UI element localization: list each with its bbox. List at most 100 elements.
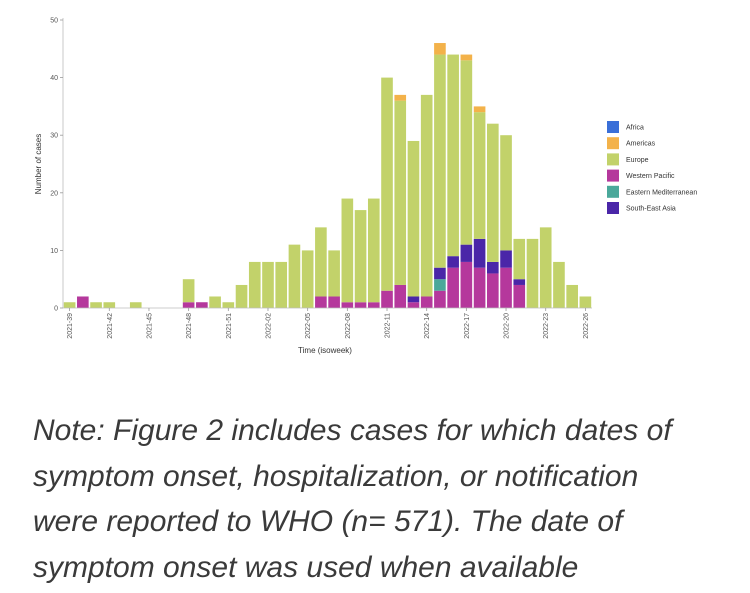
bar-segment-europe-2021-48	[182, 279, 195, 303]
legend-swatch-europe	[607, 153, 619, 166]
legend-swatch-americas	[607, 137, 619, 150]
y-tick-label-20: 20	[50, 190, 58, 197]
bar-segment-europe-2022-03	[275, 261, 288, 308]
bar-segment-americas-2022-18	[473, 106, 486, 113]
legend-swatch-eastern-mediterranean	[607, 185, 619, 198]
bar-segment-europe-2022-08	[341, 198, 354, 303]
bar-segment-western-pacific-2022-14	[420, 296, 433, 308]
bar-segment-europe-2021-52	[235, 284, 248, 308]
bar-segment-europe-2022-09	[354, 210, 367, 303]
x-tick-label-2022-17: 2022-17	[464, 313, 471, 339]
x-tick-label-2022-23: 2022-23	[543, 313, 550, 339]
legend-label-africa: Africa	[626, 125, 644, 132]
bar-segment-western-pacific-2022-10	[367, 302, 380, 308]
x-tick-label-2022-26: 2022-26	[583, 313, 590, 339]
y-tick-label-10: 10	[50, 248, 58, 255]
note-line-4: symptom onset was used when available	[33, 550, 579, 584]
note-line-3: were reported to WHO (n= 571). The date …	[33, 505, 623, 538]
bar-segment-europe-2022-12	[394, 100, 407, 285]
bar-segment-south-east-asia-2022-19	[487, 261, 499, 274]
bar-segment-western-pacific-2022-06	[315, 296, 327, 308]
bar-segment-south-east-asia-2022-15	[434, 267, 446, 280]
axes-layer: 0 10 20 30 40 50 2021-39 2021-42 2021-45 2021-48 2…	[50, 18, 592, 339]
y-tick-label-30: 30	[50, 133, 58, 140]
legend-label-south-east-asia: South-East Asia	[626, 206, 676, 213]
bar-segment-europe-2022-23	[539, 227, 552, 308]
bar-segment-europe-2022-14	[420, 94, 433, 297]
bar-segment-south-east-asia-2022-16	[447, 256, 459, 268]
bar-segment-europe-2022-25	[566, 284, 578, 308]
bars-layer	[63, 43, 592, 308]
note-line-2: symptom onset, hospitalization, or notif…	[33, 459, 639, 493]
bar-segment-western-pacific-2021-49	[196, 302, 208, 308]
bar-segment-europe-2021-44	[129, 302, 142, 308]
legend-swatch-western-pacific	[607, 169, 619, 182]
x-tick-label-2022-14: 2022-14	[424, 313, 431, 339]
bar-segment-europe-2021-39	[63, 302, 76, 308]
bar-segment-europe-2022-22	[526, 238, 539, 308]
figure-note: Note: Figure 2 includes cases for which …	[33, 408, 733, 590]
bar-segment-europe-2022-24	[553, 261, 565, 308]
x-tick-label-2021-42: 2021-42	[107, 313, 114, 339]
bar-segment-western-pacific-2022-17	[460, 261, 473, 308]
bar-segment-western-pacific-2022-13	[407, 302, 420, 308]
bar-segment-europe-2022-17	[460, 60, 473, 245]
bar-segment-western-pacific-2022-08	[341, 302, 354, 308]
note-line-1: Note: Figure 2 includes cases for which …	[33, 414, 672, 447]
bar-segment-europe-2022-20	[500, 135, 512, 251]
bar-segment-europe-2022-07	[328, 250, 340, 297]
bar-segment-south-east-asia-2022-18	[473, 238, 486, 268]
x-tick-label-2021-51: 2021-51	[226, 313, 233, 339]
bar-segment-south-east-asia-2022-20	[500, 250, 512, 268]
bar-segment-europe-2021-41	[90, 302, 102, 308]
bar-segment-western-pacific-2022-16	[447, 267, 459, 308]
bar-segment-eastern-mediterranean-2022-15	[434, 279, 446, 291]
bar-segment-europe-2022-18	[473, 112, 486, 239]
bar-segment-americas-2022-15	[434, 43, 446, 55]
x-tick-label-2022-08: 2022-08	[345, 313, 352, 339]
bar-segment-europe-2022-06	[315, 227, 327, 297]
legend-label-eastern-mediterranean: Eastern Mediterranean	[626, 189, 697, 196]
bar-segment-western-pacific-2022-11	[381, 290, 393, 308]
bar-segment-europe-2022-02	[262, 261, 274, 308]
x-tick-label-2022-05: 2022-05	[305, 313, 312, 339]
x-tick-label-2021-45: 2021-45	[146, 313, 153, 339]
x-tick-label-2022-02: 2022-02	[265, 313, 272, 339]
legend-label-western-pacific: Western Pacific	[626, 173, 675, 180]
x-tick-label-2022-20: 2022-20	[504, 313, 511, 339]
legend-label-europe: Europe	[626, 157, 649, 164]
legend: Africa Americas Europe Western Pacific Easte…	[607, 121, 697, 214]
bar-segment-western-pacific-2022-20	[500, 267, 512, 308]
bar-segment-western-pacific-2022-07	[328, 296, 340, 308]
y-tick-label-0: 0	[54, 306, 58, 313]
bar-segment-europe-2022-16	[447, 54, 459, 257]
bar-segment-europe-2022-04	[288, 244, 301, 308]
bar-segment-europe-2022-05	[301, 250, 314, 308]
legend-label-americas: Americas	[626, 141, 656, 148]
bar-segment-europe-2022-01	[248, 261, 261, 308]
bar-segment-western-pacific-2022-15	[434, 290, 446, 308]
bar-segment-europe-2021-42	[103, 302, 116, 308]
bar-segment-western-pacific-2021-40	[77, 296, 89, 308]
legend-swatch-africa	[607, 121, 619, 133]
bar-segment-europe-2021-50	[209, 296, 221, 308]
bar-segment-western-pacific-2022-18	[473, 267, 486, 308]
bar-segment-south-east-asia-2022-17	[460, 244, 473, 262]
y-axis-label: Number of cases	[34, 134, 43, 194]
x-tick-label-2021-39: 2021-39	[67, 313, 74, 339]
bar-segment-western-pacific-2022-09	[354, 302, 367, 308]
bar-segment-western-pacific-2021-48	[182, 302, 195, 308]
bar-segment-americas-2022-17	[460, 54, 473, 61]
epi-curve-chart: 0 10 20 30 40 50 2021-39 2021-42 2021-45 2021-48 2…	[34, 18, 697, 356]
bar-segment-western-pacific-2022-21	[513, 284, 526, 308]
y-tick-label-40: 40	[50, 75, 58, 82]
bar-segment-south-east-asia-2022-13	[407, 296, 420, 303]
x-tick-label-2022-11: 2022-11	[385, 313, 392, 338]
bar-segment-western-pacific-2022-12	[394, 284, 407, 308]
x-tick-label-2021-48: 2021-48	[186, 313, 193, 339]
bar-segment-europe-2022-11	[381, 77, 393, 291]
y-tick-label-50: 50	[50, 18, 58, 25]
bar-segment-south-east-asia-2022-21	[513, 279, 526, 285]
bar-segment-europe-2021-51	[222, 302, 235, 308]
x-axis-label: Time (isoweek)	[298, 346, 352, 355]
